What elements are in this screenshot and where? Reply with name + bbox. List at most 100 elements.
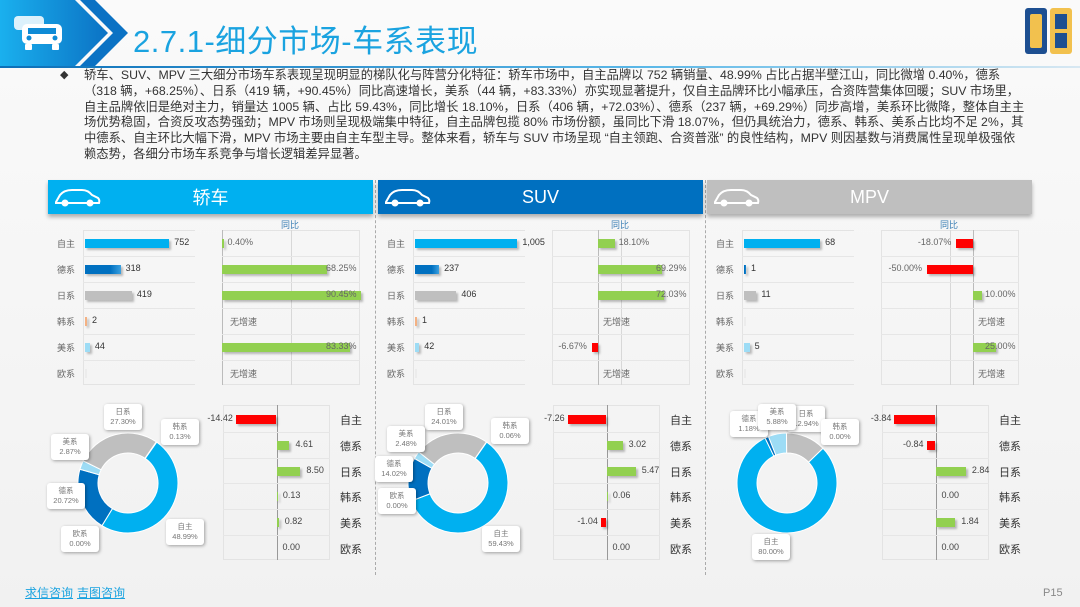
gridline — [881, 334, 1019, 335]
category-label: 欧系 — [716, 369, 735, 379]
category-label: 韩系 — [716, 317, 735, 327]
mom-value: -1.04 — [577, 516, 598, 526]
yoy-bar — [222, 291, 361, 300]
donut-label-category: 美系 — [398, 429, 414, 438]
yoy-gridline — [950, 230, 951, 385]
donut-data-label: 韩系 0.06% — [491, 418, 529, 444]
gridline — [413, 334, 525, 335]
mom-bar — [276, 492, 278, 501]
footer-link[interactable]: 求信咨询 — [25, 586, 74, 600]
sales-value: 1 — [751, 263, 757, 273]
gridline — [553, 458, 660, 459]
sales-value: 11 — [761, 289, 771, 299]
yoy-value: -50.00% — [888, 263, 922, 273]
donut-slice-3 — [474, 441, 488, 460]
mom-category-label: 自主 — [999, 415, 1021, 427]
gridline — [223, 535, 330, 536]
donut-label-value: 0.00% — [69, 539, 91, 548]
mom-bar — [567, 415, 607, 424]
sales-bar — [415, 239, 518, 248]
donut-label-value: 20.72% — [53, 496, 79, 505]
sedan-icon — [55, 189, 101, 207]
donut-label-category: 自主 — [493, 529, 509, 538]
footer-link[interactable]: 吉图咨询 — [77, 586, 126, 600]
yoy-zero-axis — [973, 230, 974, 385]
donut-label-category: 美系 — [769, 407, 785, 416]
mom-bar — [606, 467, 636, 476]
mom-value: -7.26 — [544, 413, 565, 423]
yoy-value: 无增速 — [978, 369, 1006, 379]
sales-value: 237 — [444, 263, 460, 273]
gridline — [882, 509, 989, 510]
donut-label-value: 0.00% — [386, 501, 408, 510]
sales-value: 318 — [125, 263, 141, 273]
gridline — [882, 535, 989, 536]
yoy-bar — [956, 239, 973, 248]
sales-value: 42 — [424, 341, 435, 351]
footer-links: 求信咨询 吉图咨询 — [25, 584, 129, 601]
gridline — [413, 282, 525, 283]
category-label: 美系 — [57, 343, 76, 353]
mom-value: 1.84 — [961, 516, 979, 526]
gridline — [223, 509, 330, 510]
sales-value: 1 — [422, 315, 428, 325]
yoy-value: 无增速 — [230, 369, 258, 379]
mom-value: 8.50 — [306, 465, 324, 475]
donut-label-category: 欧系 — [389, 491, 405, 500]
gridline — [881, 282, 1019, 283]
gridline — [222, 308, 360, 309]
sales-value: 1,005 — [522, 237, 545, 247]
donut-label-value: 80.00% — [758, 547, 784, 556]
mom-value: 4.61 — [295, 439, 313, 449]
mom-value: 0.00 — [612, 542, 631, 552]
gridline — [881, 308, 1019, 309]
donut-label-value: 27.30% — [110, 417, 136, 426]
donut-label-value: 0.00% — [829, 432, 851, 441]
donut-data-label: 韩系 0.00% — [821, 419, 859, 445]
gridline — [552, 256, 690, 257]
gridline — [222, 334, 360, 335]
mom-bar — [276, 467, 301, 476]
yoy-title: 同比 — [611, 220, 630, 230]
panel-header: 轿车 — [48, 180, 373, 214]
category-label: 德系 — [387, 265, 406, 275]
page-number: P15 — [1043, 587, 1063, 599]
mom-value: 2.84 — [971, 465, 990, 475]
donut-data-label: 自主 80.00% — [752, 534, 790, 560]
yoy-value: 72.03% — [656, 289, 687, 299]
sales-bar — [744, 343, 750, 352]
donut-label-value: 48.99% — [172, 532, 198, 541]
donut-data-label: 美系 2.87% — [51, 434, 89, 460]
yoy-value: 无增速 — [603, 317, 631, 327]
sales-value: 406 — [461, 289, 477, 299]
donut-label-category: 日系 — [115, 407, 131, 416]
mom-category-label: 德系 — [999, 441, 1021, 453]
category-label: 韩系 — [387, 317, 406, 327]
donut-label-value: 24.01% — [431, 417, 457, 426]
donut-slice-2 — [82, 432, 158, 471]
donut-data-label: 美系 2.48% — [387, 426, 425, 452]
yoy-gridline — [621, 230, 622, 385]
gridline — [742, 308, 854, 309]
title-underline — [0, 66, 1080, 68]
sales-bar — [85, 343, 90, 352]
yoy-zero-axis — [598, 230, 599, 385]
mom-bar — [926, 441, 936, 450]
sales-value: 68 — [825, 237, 836, 247]
mom-category-label: 日系 — [670, 467, 692, 479]
gridline — [553, 535, 660, 536]
yoy-value: 无增速 — [230, 317, 258, 327]
yoy-bar — [973, 291, 983, 300]
sales-bar — [85, 265, 121, 274]
sales-bar — [415, 369, 417, 378]
mom-bar — [935, 518, 956, 527]
diamond-bullet-icon: ◆ — [60, 69, 69, 81]
mom-bar — [894, 415, 936, 424]
panel-title: MPV — [849, 186, 889, 207]
gridline — [742, 282, 854, 283]
donut-label-category: 韩系 — [502, 421, 518, 430]
mom-value: 0.13 — [282, 490, 301, 500]
donut-label-category: 韩系 — [172, 422, 188, 431]
yoy-value: 10.00% — [985, 289, 1016, 299]
mom-category-label: 自主 — [670, 415, 692, 427]
